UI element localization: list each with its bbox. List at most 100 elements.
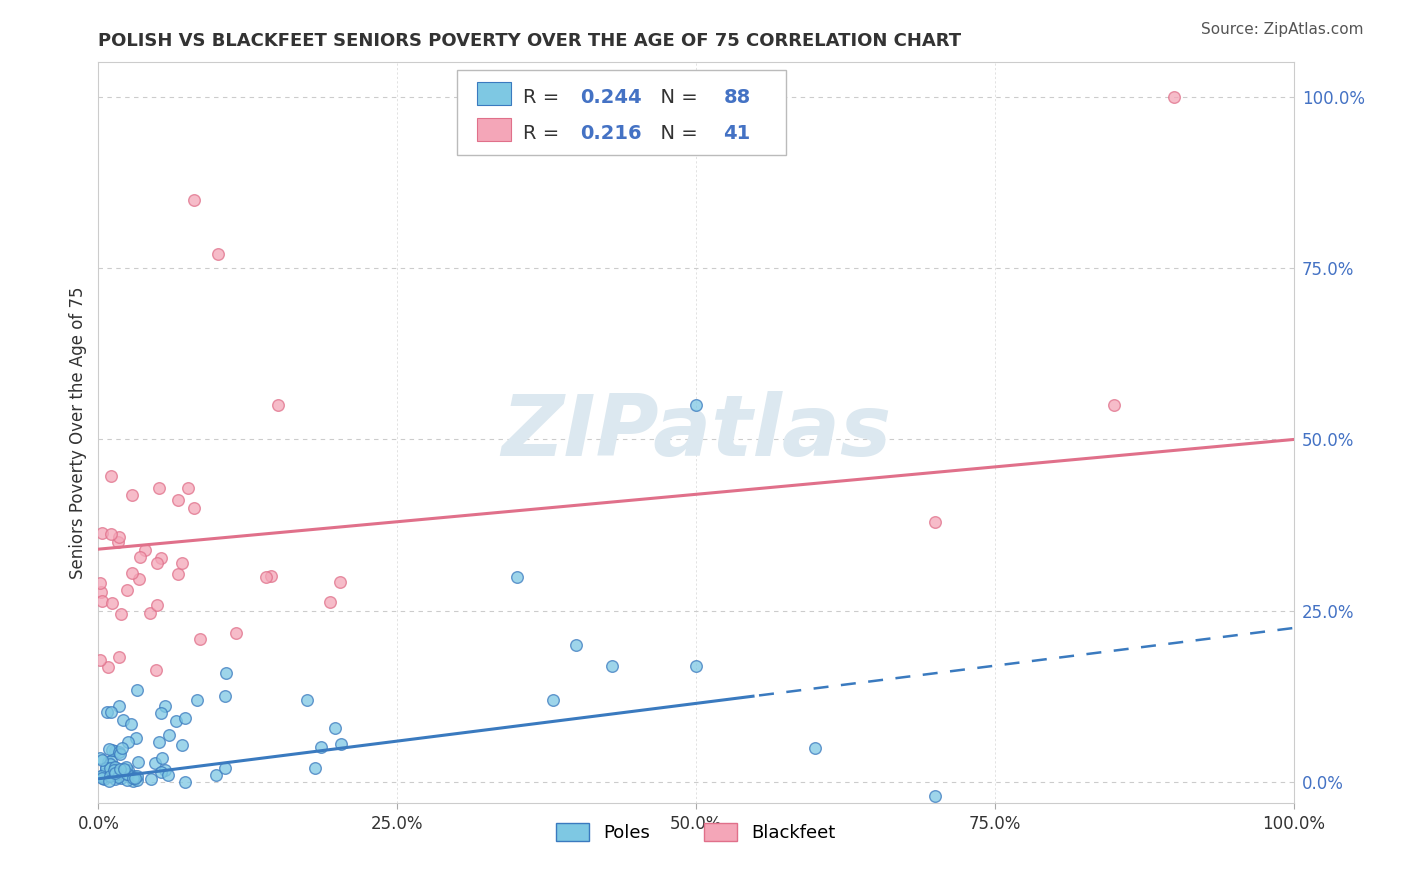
Point [98,769,121,783]
Text: ZIPatlas: ZIPatlas [501,391,891,475]
Point [924,789,946,803]
Point [602,658,624,673]
Point [90,769,112,783]
Point [97,755,120,769]
Point [215,665,238,680]
Point [121,488,143,502]
Point [128,549,150,564]
Point [98,773,121,788]
Point [110,771,132,785]
Point [93,772,115,787]
Point [149,764,172,779]
Point [93,766,115,780]
Point [121,566,143,581]
Point [117,735,139,749]
Point [94,761,117,775]
Point [111,713,134,727]
Point [97,742,120,756]
Text: 88: 88 [724,87,751,107]
Point [117,763,139,777]
Point [157,728,180,742]
Point [104,768,127,782]
Point [103,766,125,780]
Point [91,593,114,607]
Point [100,705,122,719]
Point [150,751,173,765]
Point [267,398,290,412]
Y-axis label: Seniors Poverty Over the Age of 75: Seniors Poverty Over the Age of 75 [69,286,87,579]
Point [150,551,173,566]
Point [148,735,170,749]
Point [100,596,122,610]
Point [103,763,125,777]
Point [122,769,145,783]
Point [115,766,138,780]
Point [311,739,333,754]
Point [254,569,277,583]
Point [127,683,149,698]
Point [124,771,146,785]
Point [506,569,529,583]
Point [143,756,166,771]
Point [172,556,194,570]
Point [104,760,127,774]
Point [115,772,138,787]
Point [177,481,200,495]
Point [110,768,132,782]
Point [90,525,112,540]
Point [112,762,135,776]
Point [149,706,172,721]
Point [1163,89,1185,103]
Point [107,770,129,784]
Text: R =: R = [523,123,565,143]
Point [207,247,229,261]
Text: N =: N = [648,123,704,143]
Point [100,754,122,768]
Point [173,775,195,789]
Point [103,765,125,780]
Point [146,556,169,570]
Point [685,398,707,412]
Point [115,759,138,773]
Point [107,745,129,759]
Legend: Poles, Blackfeet: Poles, Blackfeet [550,815,842,849]
Point [225,625,247,640]
Point [121,772,143,786]
Point [117,767,139,781]
Point [157,767,180,781]
Point [120,717,142,731]
Point [804,741,827,756]
Point [110,747,132,761]
Point [260,569,283,583]
Point [111,766,134,780]
Text: POLISH VS BLACKFEET SENIORS POVERTY OVER THE AGE OF 75 CORRELATION CHART: POLISH VS BLACKFEET SENIORS POVERTY OVER… [98,32,962,50]
Point [125,768,148,782]
Point [214,690,236,704]
Point [101,743,124,757]
Point [89,750,111,764]
Point [107,769,129,783]
Point [115,583,138,598]
Point [330,738,353,752]
Point [329,574,352,589]
Point [100,526,122,541]
Point [91,753,114,767]
Point [96,705,118,719]
Point [104,768,127,782]
Point [108,530,131,544]
Point [110,607,132,621]
Point [125,773,148,788]
Point [104,772,127,786]
Point [167,566,190,581]
Point [89,653,111,667]
Point [205,767,228,781]
Point [108,649,131,664]
Point [134,542,156,557]
Point [183,501,205,516]
Point [319,595,342,609]
Text: Source: ZipAtlas.com: Source: ZipAtlas.com [1201,22,1364,37]
Point [104,767,127,781]
Text: 0.244: 0.244 [581,87,641,107]
Text: N =: N = [648,87,704,107]
Point [325,721,347,735]
